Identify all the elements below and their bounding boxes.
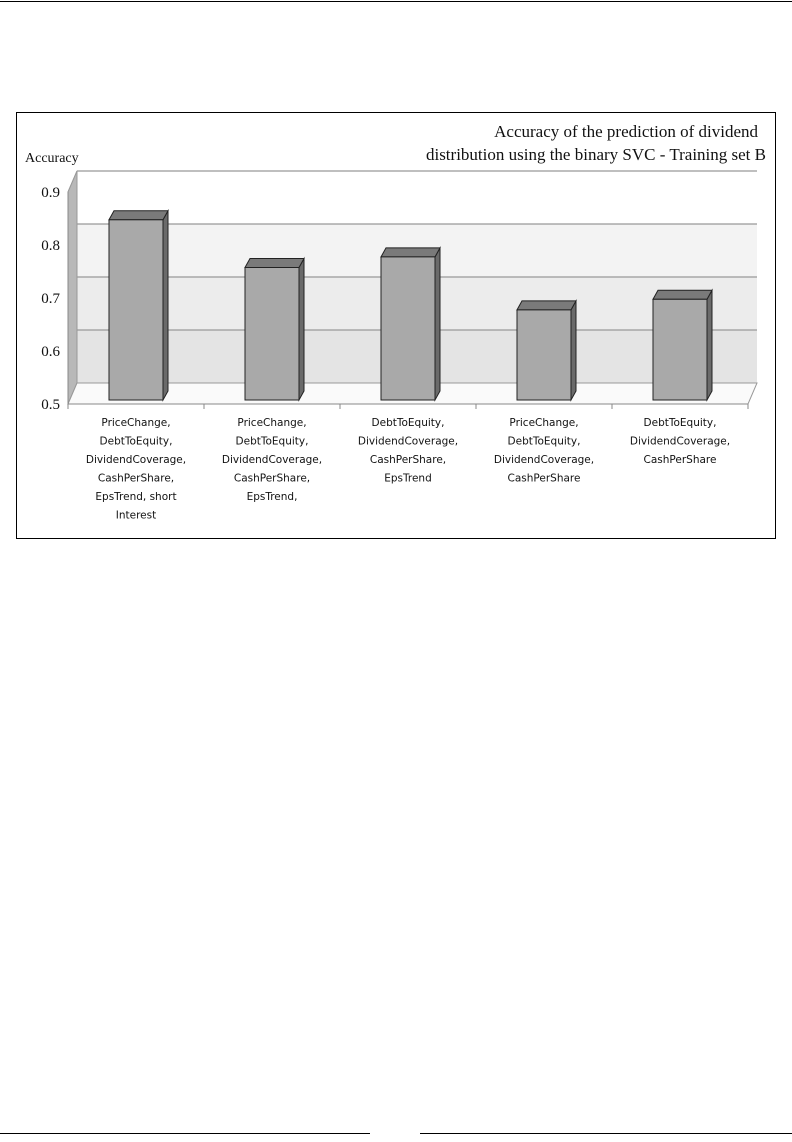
back-wall-band: [77, 171, 757, 224]
x-category-label-line: PriceChange,: [237, 417, 306, 429]
x-category-label-line: DebtToEquity,: [372, 417, 445, 429]
bar: [516, 309, 572, 401]
x-category-label-line: EpsTrend, short: [95, 491, 176, 503]
bar-top: [108, 210, 169, 221]
y-tick-label: 0.7: [41, 291, 60, 307]
x-category-label-line: CashPerShare: [644, 454, 717, 466]
x-category-label-line: PriceChange,: [101, 417, 170, 429]
x-category-label: DebtToEquity, DividendCoverage, CashPerSha…: [358, 417, 458, 485]
chart-title-line-2: distribution using the binary SVC - Trai…: [426, 145, 766, 164]
bar-side: [298, 256, 305, 402]
x-category-label-line: DividendCoverage,: [222, 454, 322, 466]
x-category-label-line: DebtToEquity,: [644, 417, 717, 429]
x-category-label-line: CashPerShare,: [370, 454, 446, 466]
x-category-label: PriceChange, DebtToEquity, DividendCoverag…: [222, 417, 322, 503]
x-category-label: PriceChange, DebtToEquity, DividendCoverag…: [86, 417, 186, 522]
bar: [244, 267, 300, 401]
x-category-label-line: EpsTrend: [384, 473, 432, 485]
bar-side: [434, 245, 441, 402]
bar-side: [162, 208, 169, 402]
bar-top: [516, 300, 577, 311]
x-category-label-line: Interest: [116, 510, 156, 522]
x-category-label-line: EpsTrend,: [247, 491, 298, 503]
y-tick-label: 0.8: [41, 238, 60, 254]
x-category-label-line: DividendCoverage,: [630, 436, 730, 448]
x-category-label: DebtToEquity, DividendCoverage, CashPerSha…: [630, 417, 730, 466]
x-category-label-line: DebtToEquity,: [508, 436, 581, 448]
y-tick-label: 0.9: [41, 185, 60, 201]
footer-rule-right: [420, 1133, 792, 1134]
footer-rule-left: [0, 1133, 370, 1134]
bar: [380, 256, 436, 401]
x-category-label-line: DebtToEquity,: [100, 436, 173, 448]
y-tick-label: 0.6: [41, 344, 60, 360]
x-category-label-line: CashPerShare,: [234, 473, 310, 485]
bar-side: [570, 298, 577, 402]
x-category-label-line: CashPerShare,: [98, 473, 174, 485]
x-category-label-line: CashPerShare: [508, 473, 581, 485]
x-category-label-line: PriceChange,: [509, 417, 578, 429]
x-category-label-line: DividendCoverage,: [358, 436, 458, 448]
side-wall: [67, 170, 78, 405]
x-category-label: PriceChange, DebtToEquity, DividendCoverag…: [494, 417, 594, 485]
y-tick-label: 0.5: [41, 397, 60, 413]
x-category-label-line: DividendCoverage,: [494, 454, 594, 466]
y-axis-label: Accuracy: [25, 151, 79, 166]
bar: [108, 219, 164, 401]
bar: [652, 298, 708, 401]
chart-title-line-1: Accuracy of the prediction of dividend: [494, 122, 758, 141]
page-top-rule: [0, 1, 792, 2]
bar-top: [244, 258, 305, 268]
x-category-label-line: DividendCoverage,: [86, 454, 186, 466]
x-category-label-line: DebtToEquity,: [236, 436, 309, 448]
bar-top: [380, 247, 441, 258]
bar-side: [706, 288, 713, 402]
bar-top: [652, 289, 713, 300]
